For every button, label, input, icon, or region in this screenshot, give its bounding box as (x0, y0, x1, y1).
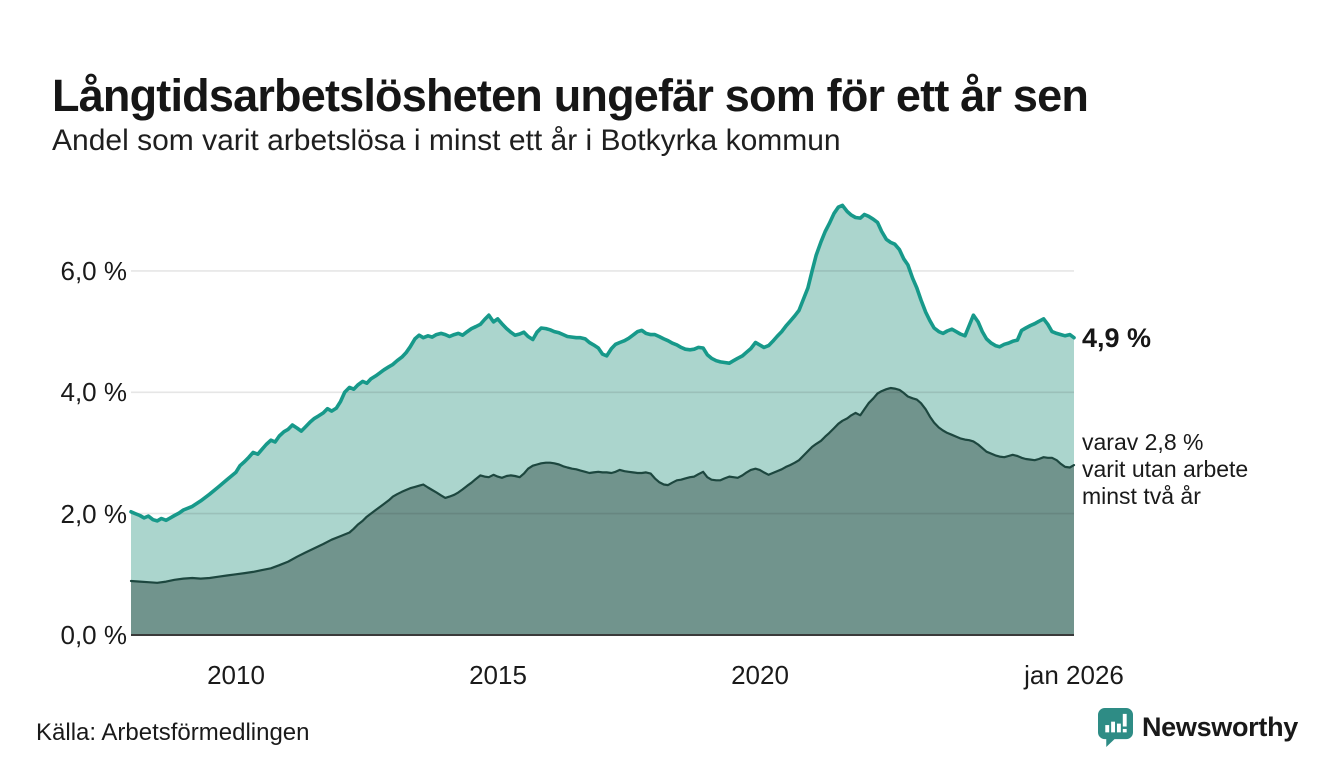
end-value-label-secondary: varav 2,8 % varit utan arbete minst två år (1082, 429, 1248, 510)
series-area-2 (131, 388, 1074, 635)
y-tick-label-6: 6,0 % (60, 255, 128, 286)
x-tick-label-2015: 2015 (469, 660, 527, 690)
y-tick-label-4: 4,0 % (60, 377, 128, 408)
newsworthy-logo[interactable]: Newsworthy (1097, 708, 1298, 747)
x-tick-label-2020: 2020 (731, 660, 789, 690)
end-value-label-main: 4,9 % (1082, 322, 1152, 353)
source-note: Källa: Arbetsförmedlingen (36, 719, 310, 746)
newsworthy-icon (1097, 708, 1133, 747)
end-secondary-line: varav 2,8 % (1082, 429, 1204, 456)
series-line-1 (129, 203, 1076, 523)
y-tick-label-2: 2,0 % (60, 498, 128, 529)
y-tick-label-0: 0,0 % (60, 620, 128, 650)
series-line-2 (129, 386, 1076, 584)
end-secondary-line: varit utan arbete (1082, 456, 1249, 483)
newsworthy-wordmark: Newsworthy (1141, 712, 1298, 742)
end-secondary-line: minst två år (1082, 483, 1201, 510)
page-title: Långtidsarbetslösheten ungefär som för e… (52, 70, 1089, 122)
page-subtitle: Andel som varit arbetslösa i minst ett å… (52, 124, 841, 157)
x-tick-label-jan-2026: jan 2026 (1024, 660, 1124, 690)
x-tick-label-2010: 2010 (207, 660, 265, 690)
